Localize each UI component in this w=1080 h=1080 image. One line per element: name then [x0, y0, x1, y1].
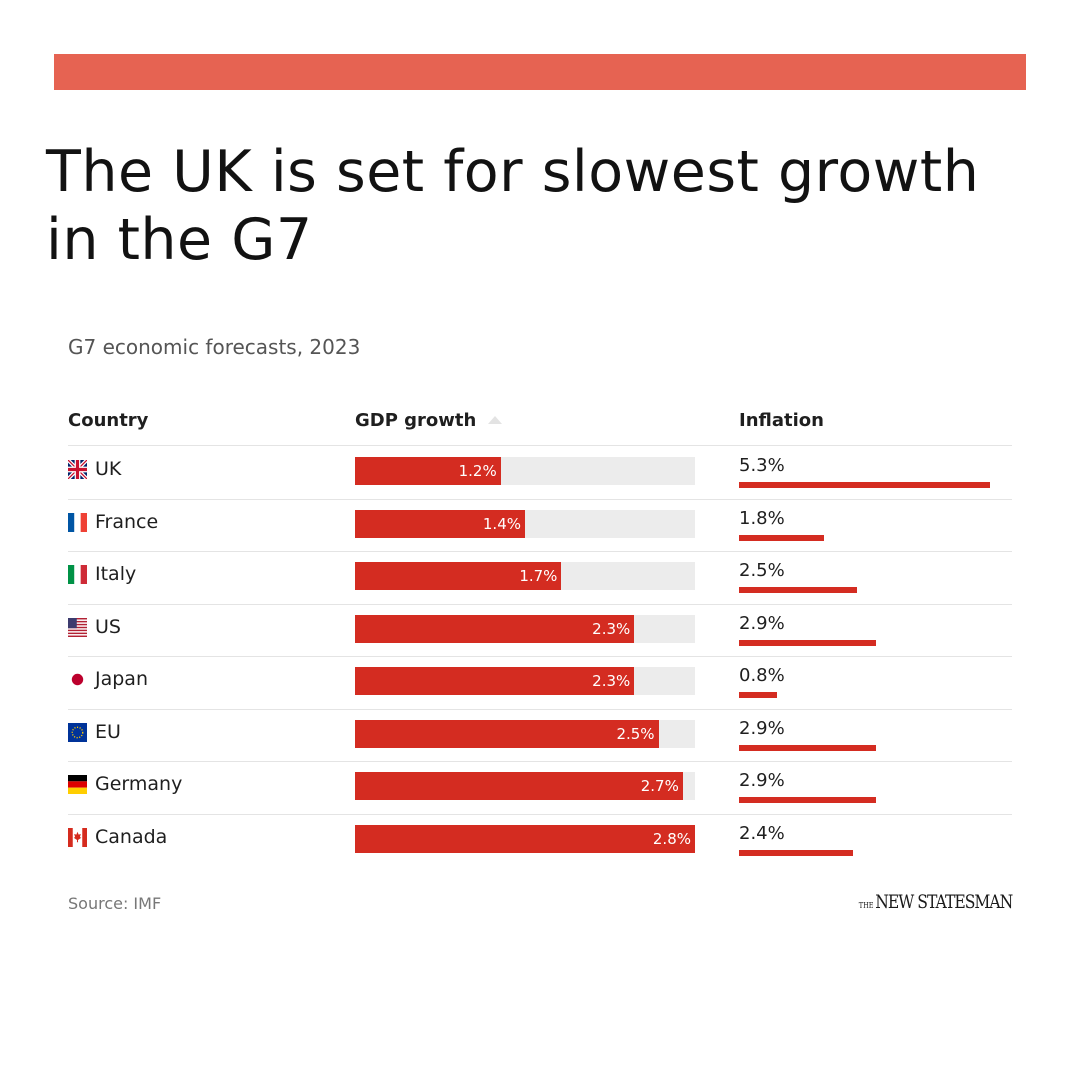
canada-flag-icon [68, 827, 87, 847]
row-divider [68, 708, 1012, 710]
gdp-bar-track: 1.4% [355, 509, 695, 538]
france-flag-icon [68, 512, 87, 532]
column-header-inflation[interactable]: Inflation [739, 410, 824, 431]
gdp-bar-track: 2.5% [355, 719, 695, 748]
gdp-value-label: 2.8% [652, 829, 691, 848]
country-name: Canada [95, 825, 168, 848]
row-divider [68, 551, 1012, 552]
country-name: US [95, 615, 121, 638]
gdp-value-label: 1.4% [482, 514, 521, 533]
gdp-bar: 2.8% [355, 824, 695, 853]
country-name: UK [95, 458, 122, 480]
gdp-bar: 2.5% [355, 719, 659, 748]
eu-flag-icon [68, 722, 87, 742]
gdp-bar: 1.7% [355, 562, 562, 590]
inflation-value-label: 2.4% [739, 822, 785, 844]
country-name: Germany [95, 773, 183, 795]
inflation-value-label: 5.3% [739, 455, 785, 476]
header-divider [68, 445, 1012, 446]
gdp-bar: 2.3% [355, 667, 635, 695]
table-row: Italy 1.7% 2.5% [0, 551, 1080, 603]
uk-flag-icon [66, 458, 89, 481]
gdp-value-label: 1.7% [519, 567, 558, 585]
inflation-bar [739, 482, 990, 488]
inflation-bar [739, 849, 853, 856]
country-name: EU [95, 720, 121, 743]
row-divider [68, 656, 1012, 657]
table-row: Germany 2.7% 2.9% [0, 761, 1080, 813]
japan-flag-icon [68, 670, 87, 689]
sort-ascending-icon[interactable] [488, 416, 503, 424]
inflation-bar [739, 692, 777, 698]
inflation-value-label: 0.8% [739, 665, 785, 686]
inflation-bar [739, 639, 877, 646]
gdp-bar-track: 2.8% [355, 824, 695, 853]
gdp-value-label: 2.3% [592, 672, 631, 690]
country-name: Japan [95, 668, 148, 690]
gdp-bar-track: 2.3% [355, 667, 695, 695]
row-divider [68, 603, 1012, 605]
gdp-bar: 2.7% [355, 772, 683, 800]
gdp-bar-track: 1.7% [355, 562, 695, 590]
gdp-value-label: 2.3% [592, 619, 631, 638]
row-divider [68, 761, 1012, 762]
italy-flag-icon [68, 565, 87, 584]
germany-flag-icon [68, 775, 87, 794]
gdp-value-label: 2.5% [616, 724, 655, 743]
source-note: Source: IMF [68, 894, 162, 913]
gdp-bar-track: 1.2% [355, 457, 695, 485]
gdp-bar: 1.4% [355, 509, 525, 538]
inflation-value-label: 2.9% [739, 612, 785, 634]
column-header-country[interactable]: Country [68, 410, 149, 431]
row-divider [68, 498, 1012, 500]
table-row: US 2.3% 2.9% [0, 604, 1080, 656]
gdp-bar: 1.2% [355, 457, 501, 485]
gdp-bar-track: 2.7% [355, 772, 695, 800]
country-name: Italy [95, 563, 137, 585]
us-flag-icon [68, 617, 87, 637]
gdp-bar: 2.3% [355, 614, 635, 643]
publisher-logo: THENEW STATESMAN [858, 891, 1013, 913]
country-name: France [95, 510, 159, 533]
inflation-bar [739, 797, 877, 803]
inflation-value-label: 1.8% [739, 507, 785, 529]
inflation-value-label: 2.9% [739, 717, 785, 739]
table-row: France 1.4% 1.8% [0, 499, 1080, 551]
row-divider [68, 813, 1012, 815]
inflation-bar [739, 744, 877, 751]
inflation-value-label: 2.5% [739, 560, 785, 581]
table-row: UK 1.2% 5.3% [0, 446, 1080, 498]
inflation-bar [739, 534, 825, 541]
column-header-gdp[interactable]: GDP growth [355, 410, 503, 431]
accent-bar [54, 54, 1026, 90]
table-row: EU 2.5% 2.9% [0, 709, 1080, 761]
headline: The UK is set for slowest growth in the … [46, 139, 980, 273]
gdp-value-label: 2.7% [640, 777, 679, 795]
table-row: Canada 2.8% 2.4% [0, 814, 1080, 866]
inflation-bar [739, 587, 858, 593]
chart-subtitle: G7 economic forecasts, 2023 [68, 335, 361, 359]
table-row: Japan 2.3% 0.8% [0, 656, 1080, 708]
gdp-value-label: 1.2% [458, 462, 497, 480]
inflation-value-label: 2.9% [739, 770, 785, 791]
gdp-bar-track: 2.3% [355, 614, 695, 643]
